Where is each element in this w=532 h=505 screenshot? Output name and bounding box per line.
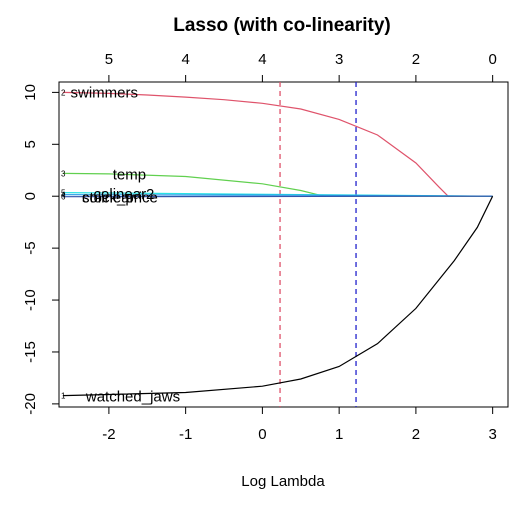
top-tick-label-2: 4 bbox=[258, 51, 266, 68]
plot-frame bbox=[59, 82, 508, 407]
top-tick-label-5: 0 bbox=[488, 51, 496, 68]
index-label-temp: 3 bbox=[61, 169, 66, 178]
series-labels: swimmerstempcolinear2colinearstock_price… bbox=[71, 84, 181, 405]
top-tick-label-3: 3 bbox=[335, 51, 343, 68]
cv-lines bbox=[280, 82, 356, 407]
x-tick-label-0: -2 bbox=[102, 426, 115, 443]
x-tick-label-3: 1 bbox=[335, 426, 343, 443]
x-axis-title: Log Lambda bbox=[241, 473, 325, 490]
x-axis-top: 5 4 4 3 2 0 bbox=[105, 51, 497, 82]
x-tick-label-4: 2 bbox=[412, 426, 420, 443]
series-label-swimmers: swimmers bbox=[71, 84, 139, 101]
y-tick-label-1: -15 bbox=[22, 341, 39, 363]
index-label-stock_price: 6 bbox=[61, 193, 66, 202]
x-axis-bottom: -2 -1 0 1 2 3 bbox=[102, 407, 497, 443]
top-tick-label-4: 2 bbox=[412, 51, 420, 68]
x-tick-label-2: 0 bbox=[258, 426, 266, 443]
y-tick-label-5: 5 bbox=[22, 140, 39, 148]
index-label-swimmers: 2 bbox=[61, 88, 66, 97]
index-label-watched_jaws: 1 bbox=[61, 392, 66, 401]
y-tick-label-0: -20 bbox=[22, 393, 39, 415]
y-tick-label-4: 0 bbox=[22, 192, 39, 200]
y-tick-label-6: 10 bbox=[22, 84, 39, 101]
x-tick-label-5: 3 bbox=[488, 426, 496, 443]
x-tick-label-1: -1 bbox=[179, 426, 192, 443]
y-tick-label-2: -10 bbox=[22, 289, 39, 311]
series-lines bbox=[63, 92, 493, 395]
series-label-temp: temp bbox=[113, 166, 146, 183]
top-tick-label-1: 4 bbox=[181, 51, 189, 68]
top-tick-label-0: 5 bbox=[105, 51, 113, 68]
chart-title: Lasso (with co-linearity) bbox=[173, 15, 390, 36]
y-axis-left: -20 -15 -10 -5 0 5 10 bbox=[22, 84, 59, 415]
series-line-watched_jaws bbox=[63, 196, 493, 395]
series-label-watched_jaws: watched_jaws bbox=[85, 389, 180, 406]
series-label-stock_price: stock_price bbox=[82, 189, 158, 206]
y-tick-label-3: -5 bbox=[22, 241, 39, 254]
